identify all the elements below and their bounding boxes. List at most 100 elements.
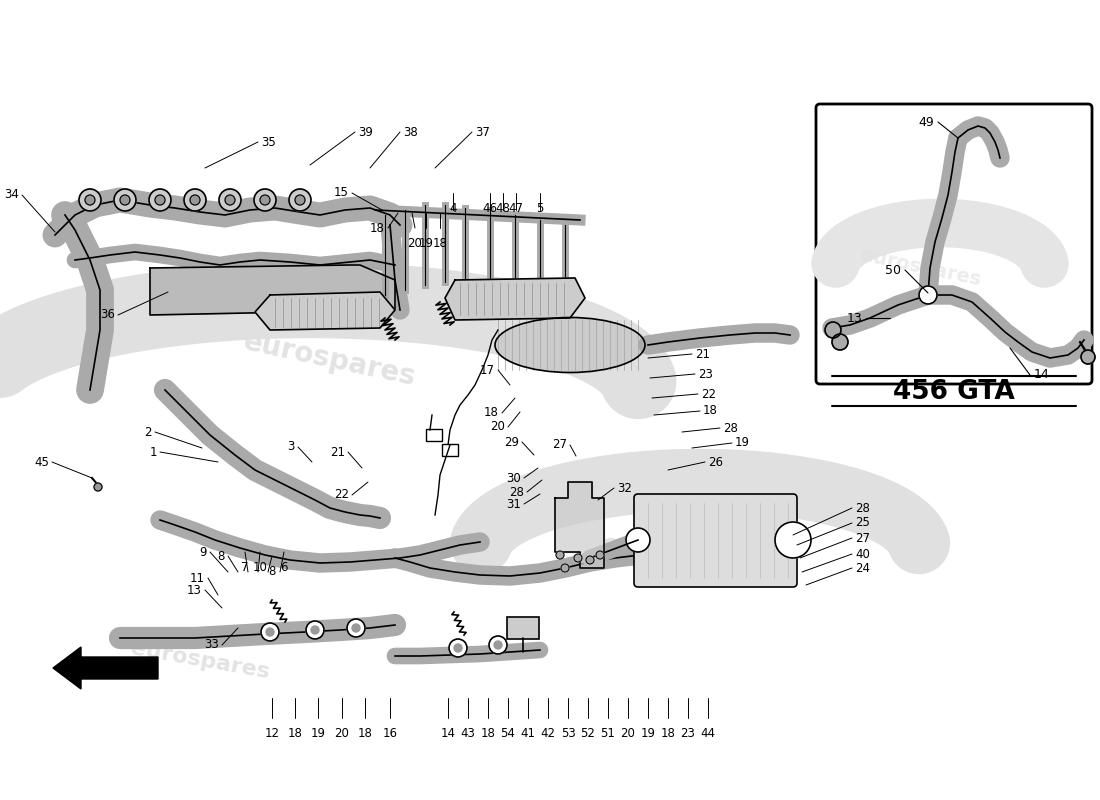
Text: 12: 12: [264, 727, 279, 740]
Text: 6: 6: [280, 561, 288, 574]
Text: 18: 18: [484, 406, 499, 419]
Circle shape: [586, 556, 594, 564]
Circle shape: [346, 619, 365, 637]
Text: 18: 18: [481, 727, 495, 740]
Circle shape: [306, 621, 324, 639]
Circle shape: [449, 639, 468, 657]
Text: 30: 30: [506, 471, 521, 485]
Text: 32: 32: [617, 482, 631, 494]
Text: 23: 23: [681, 727, 695, 740]
FancyBboxPatch shape: [634, 494, 798, 587]
FancyBboxPatch shape: [816, 104, 1092, 384]
Text: 39: 39: [358, 126, 373, 138]
Text: 43: 43: [461, 727, 475, 740]
Text: eurospares: eurospares: [601, 532, 760, 588]
Text: 1: 1: [150, 446, 157, 458]
FancyBboxPatch shape: [426, 429, 442, 441]
Text: 29: 29: [504, 435, 519, 449]
Text: 18: 18: [703, 405, 718, 418]
Text: 10: 10: [253, 561, 267, 574]
Text: 34: 34: [4, 189, 19, 202]
Circle shape: [776, 522, 811, 558]
FancyBboxPatch shape: [442, 444, 458, 456]
Polygon shape: [255, 292, 395, 330]
Circle shape: [494, 641, 502, 649]
Text: 20: 20: [620, 727, 636, 740]
Circle shape: [1081, 350, 1094, 364]
Circle shape: [260, 195, 270, 205]
Text: 3: 3: [287, 441, 295, 454]
FancyArrow shape: [53, 647, 158, 689]
Text: 42: 42: [540, 727, 556, 740]
Circle shape: [832, 334, 848, 350]
Circle shape: [266, 628, 274, 636]
Text: 13: 13: [187, 583, 202, 597]
Text: 19: 19: [310, 727, 326, 740]
Circle shape: [352, 624, 360, 632]
Text: 27: 27: [855, 531, 870, 545]
Text: 8: 8: [218, 550, 226, 562]
Circle shape: [561, 564, 569, 572]
Text: 27: 27: [552, 438, 567, 451]
Circle shape: [596, 551, 604, 559]
Circle shape: [289, 189, 311, 211]
Text: 48: 48: [496, 202, 510, 215]
Text: 14: 14: [440, 727, 455, 740]
Text: 41: 41: [520, 727, 536, 740]
Text: 40: 40: [855, 547, 870, 561]
Text: 49: 49: [918, 115, 934, 129]
Text: 22: 22: [334, 489, 349, 502]
Text: 23: 23: [698, 367, 713, 381]
Text: eurospares: eurospares: [858, 246, 982, 290]
Circle shape: [556, 551, 564, 559]
Text: 38: 38: [403, 126, 418, 138]
Circle shape: [226, 195, 235, 205]
Polygon shape: [446, 278, 585, 320]
Text: 18: 18: [358, 727, 373, 740]
Text: 13: 13: [846, 311, 862, 325]
Circle shape: [454, 644, 462, 652]
Circle shape: [490, 636, 507, 654]
Circle shape: [184, 189, 206, 211]
Polygon shape: [556, 482, 604, 568]
Circle shape: [120, 195, 130, 205]
Text: 18: 18: [432, 237, 448, 250]
Text: 35: 35: [261, 135, 276, 149]
Circle shape: [574, 554, 582, 562]
Text: 20: 20: [491, 421, 505, 434]
Text: 36: 36: [100, 309, 116, 322]
Text: 19: 19: [735, 437, 750, 450]
Text: 21: 21: [330, 446, 345, 458]
Text: 52: 52: [581, 727, 595, 740]
Text: 20: 20: [408, 237, 422, 250]
FancyBboxPatch shape: [507, 617, 539, 639]
Text: 18: 18: [287, 727, 303, 740]
Text: 22: 22: [701, 387, 716, 401]
Text: 7: 7: [241, 561, 249, 574]
Text: 19: 19: [640, 727, 656, 740]
Circle shape: [311, 626, 319, 634]
Circle shape: [79, 189, 101, 211]
Text: 8: 8: [268, 565, 276, 578]
Circle shape: [114, 189, 136, 211]
Text: 26: 26: [708, 455, 723, 469]
Circle shape: [295, 195, 305, 205]
Circle shape: [626, 528, 650, 552]
Ellipse shape: [495, 318, 645, 373]
Text: eurospares: eurospares: [241, 328, 419, 392]
Text: 9: 9: [199, 546, 207, 558]
Text: 5: 5: [537, 202, 543, 215]
Circle shape: [148, 189, 170, 211]
Text: 18: 18: [661, 727, 675, 740]
Circle shape: [261, 623, 279, 641]
Text: 33: 33: [205, 638, 219, 651]
Circle shape: [94, 483, 102, 491]
Text: 2: 2: [144, 426, 152, 438]
Text: 4: 4: [449, 202, 456, 215]
Circle shape: [219, 189, 241, 211]
Polygon shape: [150, 265, 395, 315]
Text: 28: 28: [509, 486, 524, 498]
Circle shape: [85, 195, 95, 205]
Text: eurospares: eurospares: [129, 638, 271, 682]
Text: 37: 37: [475, 126, 490, 138]
